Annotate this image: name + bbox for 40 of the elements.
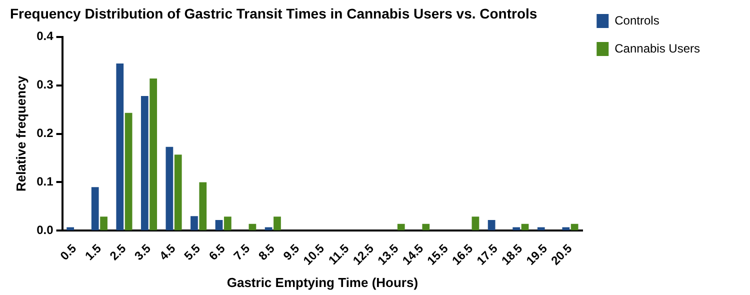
x-tick-label: 7.5 (230, 241, 253, 264)
bar (124, 112, 132, 230)
x-tick-label: 4.5 (156, 241, 178, 264)
x-tick-label: 1.5 (82, 241, 104, 264)
x-tick-label: 9.5 (280, 241, 302, 264)
chart-title: Frequency Distribution of Gastric Transit Times in Cannabis Users vs. Controls (10, 5, 538, 22)
x-tick-label: 3.5 (132, 241, 154, 264)
bar (116, 63, 124, 230)
x-tick-label: 8.5 (256, 241, 278, 264)
x-axis-title: Gastric Emptying Time (Hours) (226, 274, 418, 290)
bar (397, 224, 405, 230)
bar (140, 96, 148, 230)
y-tick-label: 0.4 (36, 29, 54, 44)
bar (521, 224, 529, 230)
bar (488, 220, 496, 230)
x-tick-label: 2.5 (106, 241, 129, 264)
bar (215, 220, 223, 230)
bar (248, 224, 256, 230)
bar (422, 224, 430, 230)
x-tick-label: 0.5 (57, 241, 80, 264)
bar (190, 216, 198, 230)
bar (150, 78, 158, 230)
x-tick-label: 6.5 (206, 241, 228, 264)
y-tick-label: 0.0 (36, 223, 54, 238)
y-axis-title: Relative frequency (13, 75, 28, 192)
bar (274, 216, 281, 230)
bar (91, 187, 99, 230)
bar (100, 216, 108, 230)
x-tick-label: 5.5 (181, 241, 204, 264)
legend-label: Cannabis Users (614, 41, 700, 56)
bar (174, 154, 182, 230)
bar (166, 146, 174, 230)
bar (472, 216, 480, 230)
y-tick-label: 0.1 (36, 174, 54, 189)
legend-label: Controls (614, 13, 660, 28)
bar (199, 182, 207, 230)
y-tick-label: 0.3 (36, 78, 54, 92)
bar (224, 216, 232, 230)
y-tick-label: 0.2 (36, 126, 54, 140)
bar (570, 224, 578, 230)
